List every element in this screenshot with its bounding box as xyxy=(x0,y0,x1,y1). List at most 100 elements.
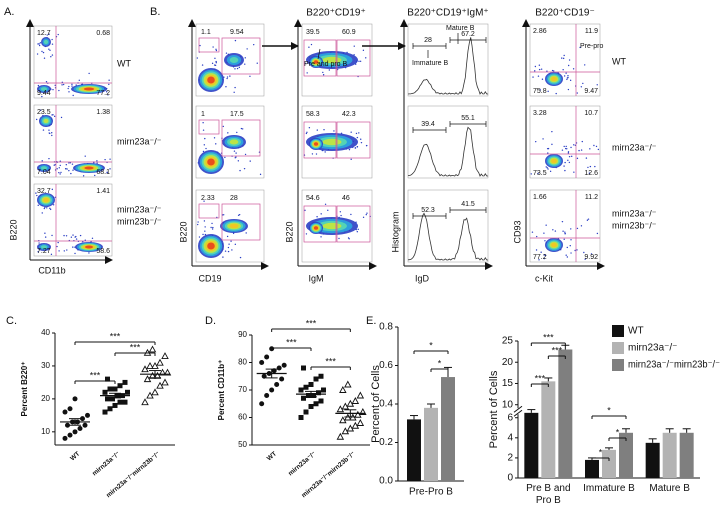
data-point xyxy=(308,404,314,409)
data-point xyxy=(62,435,68,441)
data-point xyxy=(156,358,164,366)
event-dot xyxy=(68,169,70,172)
data-point xyxy=(318,373,324,379)
x-tick-label: WT xyxy=(266,450,278,462)
histogram xyxy=(407,212,488,261)
gate-percent: 73.5 xyxy=(533,170,547,177)
data-point xyxy=(318,398,324,404)
data-point xyxy=(298,387,304,393)
data-point xyxy=(105,396,110,402)
event-dot xyxy=(63,234,65,237)
gate-percent: 2.33 xyxy=(201,195,215,202)
event-dot xyxy=(561,149,564,151)
gate-percent: 9.54 xyxy=(230,29,244,36)
plot-frame xyxy=(529,23,601,97)
y-axis-label: Percent of Cells xyxy=(370,365,382,443)
gate-percent: 12.7 xyxy=(37,30,51,37)
event-dot xyxy=(37,251,39,253)
event-dot xyxy=(584,258,586,260)
gate-percent: 52.3 xyxy=(421,207,435,214)
data-point xyxy=(125,389,130,395)
event-dot xyxy=(236,67,239,70)
event-dot xyxy=(59,164,61,167)
event-dot xyxy=(75,238,78,240)
data-point xyxy=(313,401,319,407)
event-dot xyxy=(108,79,110,81)
density xyxy=(40,245,48,249)
event-dot xyxy=(354,147,357,149)
density xyxy=(43,197,49,203)
event-dot xyxy=(94,174,96,177)
legend-swatch xyxy=(612,325,624,337)
data-point xyxy=(276,365,282,371)
event-dot xyxy=(203,144,206,146)
axis-label: IgM xyxy=(308,273,323,283)
gate-percent: 77.2 xyxy=(533,254,547,261)
gate-percent: 28 xyxy=(230,195,238,202)
event-dot xyxy=(350,213,352,216)
event-dot xyxy=(347,237,350,239)
event-dot xyxy=(566,246,568,249)
x-tick-label: WT xyxy=(69,450,81,462)
event-dot xyxy=(246,48,248,50)
event-dot xyxy=(589,165,592,168)
density xyxy=(313,226,319,230)
event-dot xyxy=(353,45,355,47)
data-point xyxy=(356,419,365,426)
annotation: Pre and pro B xyxy=(304,61,348,68)
density xyxy=(84,245,94,249)
plot-frame xyxy=(33,104,113,178)
event-dot xyxy=(547,147,550,150)
event-dot xyxy=(91,237,94,239)
data-point xyxy=(141,365,149,373)
event-dot xyxy=(532,76,534,78)
axis-label: c-Kit xyxy=(535,273,553,283)
event-dot xyxy=(57,33,59,36)
event-dot xyxy=(235,156,237,158)
y-tick-label: 0.4 xyxy=(379,399,393,410)
density xyxy=(43,118,49,124)
event-dot xyxy=(593,144,595,147)
event-dot xyxy=(224,250,227,252)
plot-frame xyxy=(195,189,265,263)
event-dot xyxy=(310,43,313,46)
data-point xyxy=(67,432,73,438)
event-dot xyxy=(203,220,206,222)
event-dot xyxy=(249,75,251,77)
legend-swatch xyxy=(612,359,624,371)
data-point xyxy=(316,390,321,396)
event-dot xyxy=(41,160,43,162)
significance-label: *** xyxy=(552,345,563,355)
event-dot xyxy=(51,188,54,191)
gate-percent: 68.1 xyxy=(96,169,110,176)
event-dot xyxy=(72,94,74,97)
event-dot xyxy=(211,62,214,65)
event-dot xyxy=(65,235,68,237)
event-dot xyxy=(589,148,591,150)
event-dot xyxy=(222,256,224,258)
legend-label: mirn23a⁻/⁻mirn23b⁻/⁻ xyxy=(628,360,720,371)
y-tick-label: 0.6 xyxy=(379,360,393,371)
event-dot xyxy=(230,240,232,242)
event-dot xyxy=(51,54,54,56)
event-dot xyxy=(316,129,318,131)
event-dot xyxy=(243,167,246,170)
gate-percent: 1 xyxy=(201,111,205,118)
density xyxy=(43,39,49,45)
event-dot xyxy=(565,254,567,256)
event-dot xyxy=(587,166,589,169)
significance-label: *** xyxy=(130,342,141,352)
genotype-label: mirn23a⁻/⁻ xyxy=(117,204,162,214)
event-dot xyxy=(567,76,569,79)
gate-percent: 2.86 xyxy=(533,28,547,35)
plot-frame xyxy=(529,189,601,263)
bar xyxy=(585,459,599,478)
event-dot xyxy=(564,169,566,172)
event-dot xyxy=(49,208,52,211)
event-dot xyxy=(581,140,583,143)
event-dot xyxy=(51,134,53,137)
event-dot xyxy=(576,92,579,94)
event-dot xyxy=(68,85,70,88)
data-point xyxy=(161,352,169,360)
event-dot xyxy=(568,161,571,164)
